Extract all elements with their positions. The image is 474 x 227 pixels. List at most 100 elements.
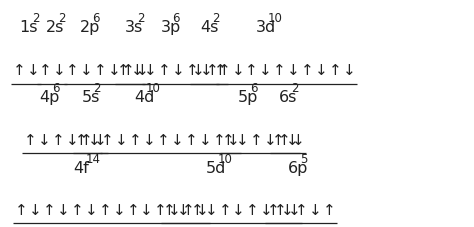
Text: ↓: ↓ <box>66 133 79 148</box>
Text: ↑: ↑ <box>129 133 142 148</box>
Text: 5s: 5s <box>82 90 100 105</box>
Text: ↑: ↑ <box>329 63 342 78</box>
Text: ↓: ↓ <box>168 203 181 218</box>
Text: ↑: ↑ <box>273 63 286 78</box>
Text: 6: 6 <box>52 81 59 94</box>
Text: ↑: ↑ <box>71 203 83 218</box>
Text: 5: 5 <box>300 153 308 165</box>
Text: ↓: ↓ <box>108 63 120 78</box>
Text: ↑: ↑ <box>101 133 114 148</box>
Text: ↑: ↑ <box>182 203 195 218</box>
Text: ↑: ↑ <box>219 203 231 218</box>
Text: ↑: ↑ <box>127 203 139 218</box>
Text: ↑: ↑ <box>185 133 198 148</box>
Text: ↑: ↑ <box>43 203 55 218</box>
Text: ↓: ↓ <box>343 63 356 78</box>
Text: ↓: ↓ <box>144 63 157 78</box>
Text: ↓: ↓ <box>80 63 93 78</box>
Text: ↓: ↓ <box>287 63 300 78</box>
Text: ↓: ↓ <box>140 203 153 218</box>
Text: 2: 2 <box>32 12 39 25</box>
Text: ↓: ↓ <box>196 203 209 218</box>
Text: ↑: ↑ <box>13 63 26 78</box>
Text: ↓: ↓ <box>115 133 128 148</box>
Text: ↑: ↑ <box>272 133 284 148</box>
Text: ↑: ↑ <box>274 203 287 218</box>
Text: ↑: ↑ <box>155 203 167 218</box>
Text: 6: 6 <box>250 81 257 94</box>
Text: ↓: ↓ <box>136 63 148 78</box>
Text: ↑: ↑ <box>94 63 107 78</box>
Text: 4d: 4d <box>134 90 154 105</box>
Text: ↓: ↓ <box>112 203 125 218</box>
Text: 2: 2 <box>93 81 101 94</box>
Text: 2p: 2p <box>80 20 100 35</box>
Text: ↑: ↑ <box>24 133 37 148</box>
Text: 14: 14 <box>86 153 100 165</box>
Text: 3s: 3s <box>125 20 143 35</box>
Text: ↓: ↓ <box>57 203 70 218</box>
Text: 4p: 4p <box>39 90 60 105</box>
Text: ↓: ↓ <box>260 203 273 218</box>
Text: 6s: 6s <box>279 90 297 105</box>
Text: ↓: ↓ <box>204 203 217 218</box>
Text: ↑: ↑ <box>246 63 258 78</box>
Text: ↑: ↑ <box>214 63 227 78</box>
Text: ↓: ↓ <box>231 63 244 78</box>
Text: ↓: ↓ <box>85 203 97 218</box>
Text: ↑: ↑ <box>74 133 87 148</box>
Text: ↓: ↓ <box>191 63 204 78</box>
Text: ↓: ↓ <box>94 133 107 148</box>
Text: 1s: 1s <box>19 20 38 35</box>
Text: ↑: ↑ <box>99 203 111 218</box>
Text: 4f: 4f <box>73 161 89 176</box>
Text: ↓: ↓ <box>131 63 144 78</box>
Text: 2s: 2s <box>46 20 64 35</box>
Text: 6: 6 <box>92 12 100 25</box>
Text: ↓: ↓ <box>177 203 189 218</box>
Text: ↑: ↑ <box>39 63 52 78</box>
Text: 10: 10 <box>146 81 161 94</box>
Text: 6: 6 <box>173 12 180 25</box>
Text: 10: 10 <box>268 12 283 25</box>
Text: 2: 2 <box>212 12 219 25</box>
Text: 3p: 3p <box>160 20 181 35</box>
Text: 2: 2 <box>137 12 144 25</box>
Text: ↑: ↑ <box>218 63 230 78</box>
Text: ↑: ↑ <box>295 203 308 218</box>
Text: 4s: 4s <box>200 20 218 35</box>
Text: ↓: ↓ <box>264 133 277 148</box>
Text: ↓: ↓ <box>288 203 301 218</box>
Text: 6p: 6p <box>288 161 309 176</box>
Text: ↑: ↑ <box>15 203 27 218</box>
Text: ↑: ↑ <box>158 63 171 78</box>
Text: ↓: ↓ <box>200 63 212 78</box>
Text: ↑: ↑ <box>122 63 135 78</box>
Text: ↑: ↑ <box>323 203 336 218</box>
Text: ↓: ↓ <box>88 133 101 148</box>
Text: 2: 2 <box>58 12 65 25</box>
Text: ↑: ↑ <box>267 203 280 218</box>
Text: ↑: ↑ <box>66 63 79 78</box>
Text: ↑: ↑ <box>52 133 65 148</box>
Text: ↑: ↑ <box>117 63 130 78</box>
Text: ↑: ↑ <box>301 63 314 78</box>
Text: ↑: ↑ <box>163 203 175 218</box>
Text: ↑: ↑ <box>186 63 199 78</box>
Text: ↓: ↓ <box>292 133 305 148</box>
Text: ↓: ↓ <box>171 133 184 148</box>
Text: ↓: ↓ <box>172 63 185 78</box>
Text: ↓: ↓ <box>286 133 299 148</box>
Text: ↑: ↑ <box>191 203 203 218</box>
Text: ↓: ↓ <box>315 63 328 78</box>
Text: ↓: ↓ <box>227 133 239 148</box>
Text: ↓: ↓ <box>143 133 156 148</box>
Text: 3d: 3d <box>255 20 276 35</box>
Text: ↓: ↓ <box>199 133 212 148</box>
Text: 5p: 5p <box>238 90 258 105</box>
Text: ↑: ↑ <box>222 133 235 148</box>
Text: ↓: ↓ <box>236 133 249 148</box>
Text: ↓: ↓ <box>259 63 272 78</box>
Text: ↑: ↑ <box>80 133 93 148</box>
Text: ↑: ↑ <box>278 133 291 148</box>
